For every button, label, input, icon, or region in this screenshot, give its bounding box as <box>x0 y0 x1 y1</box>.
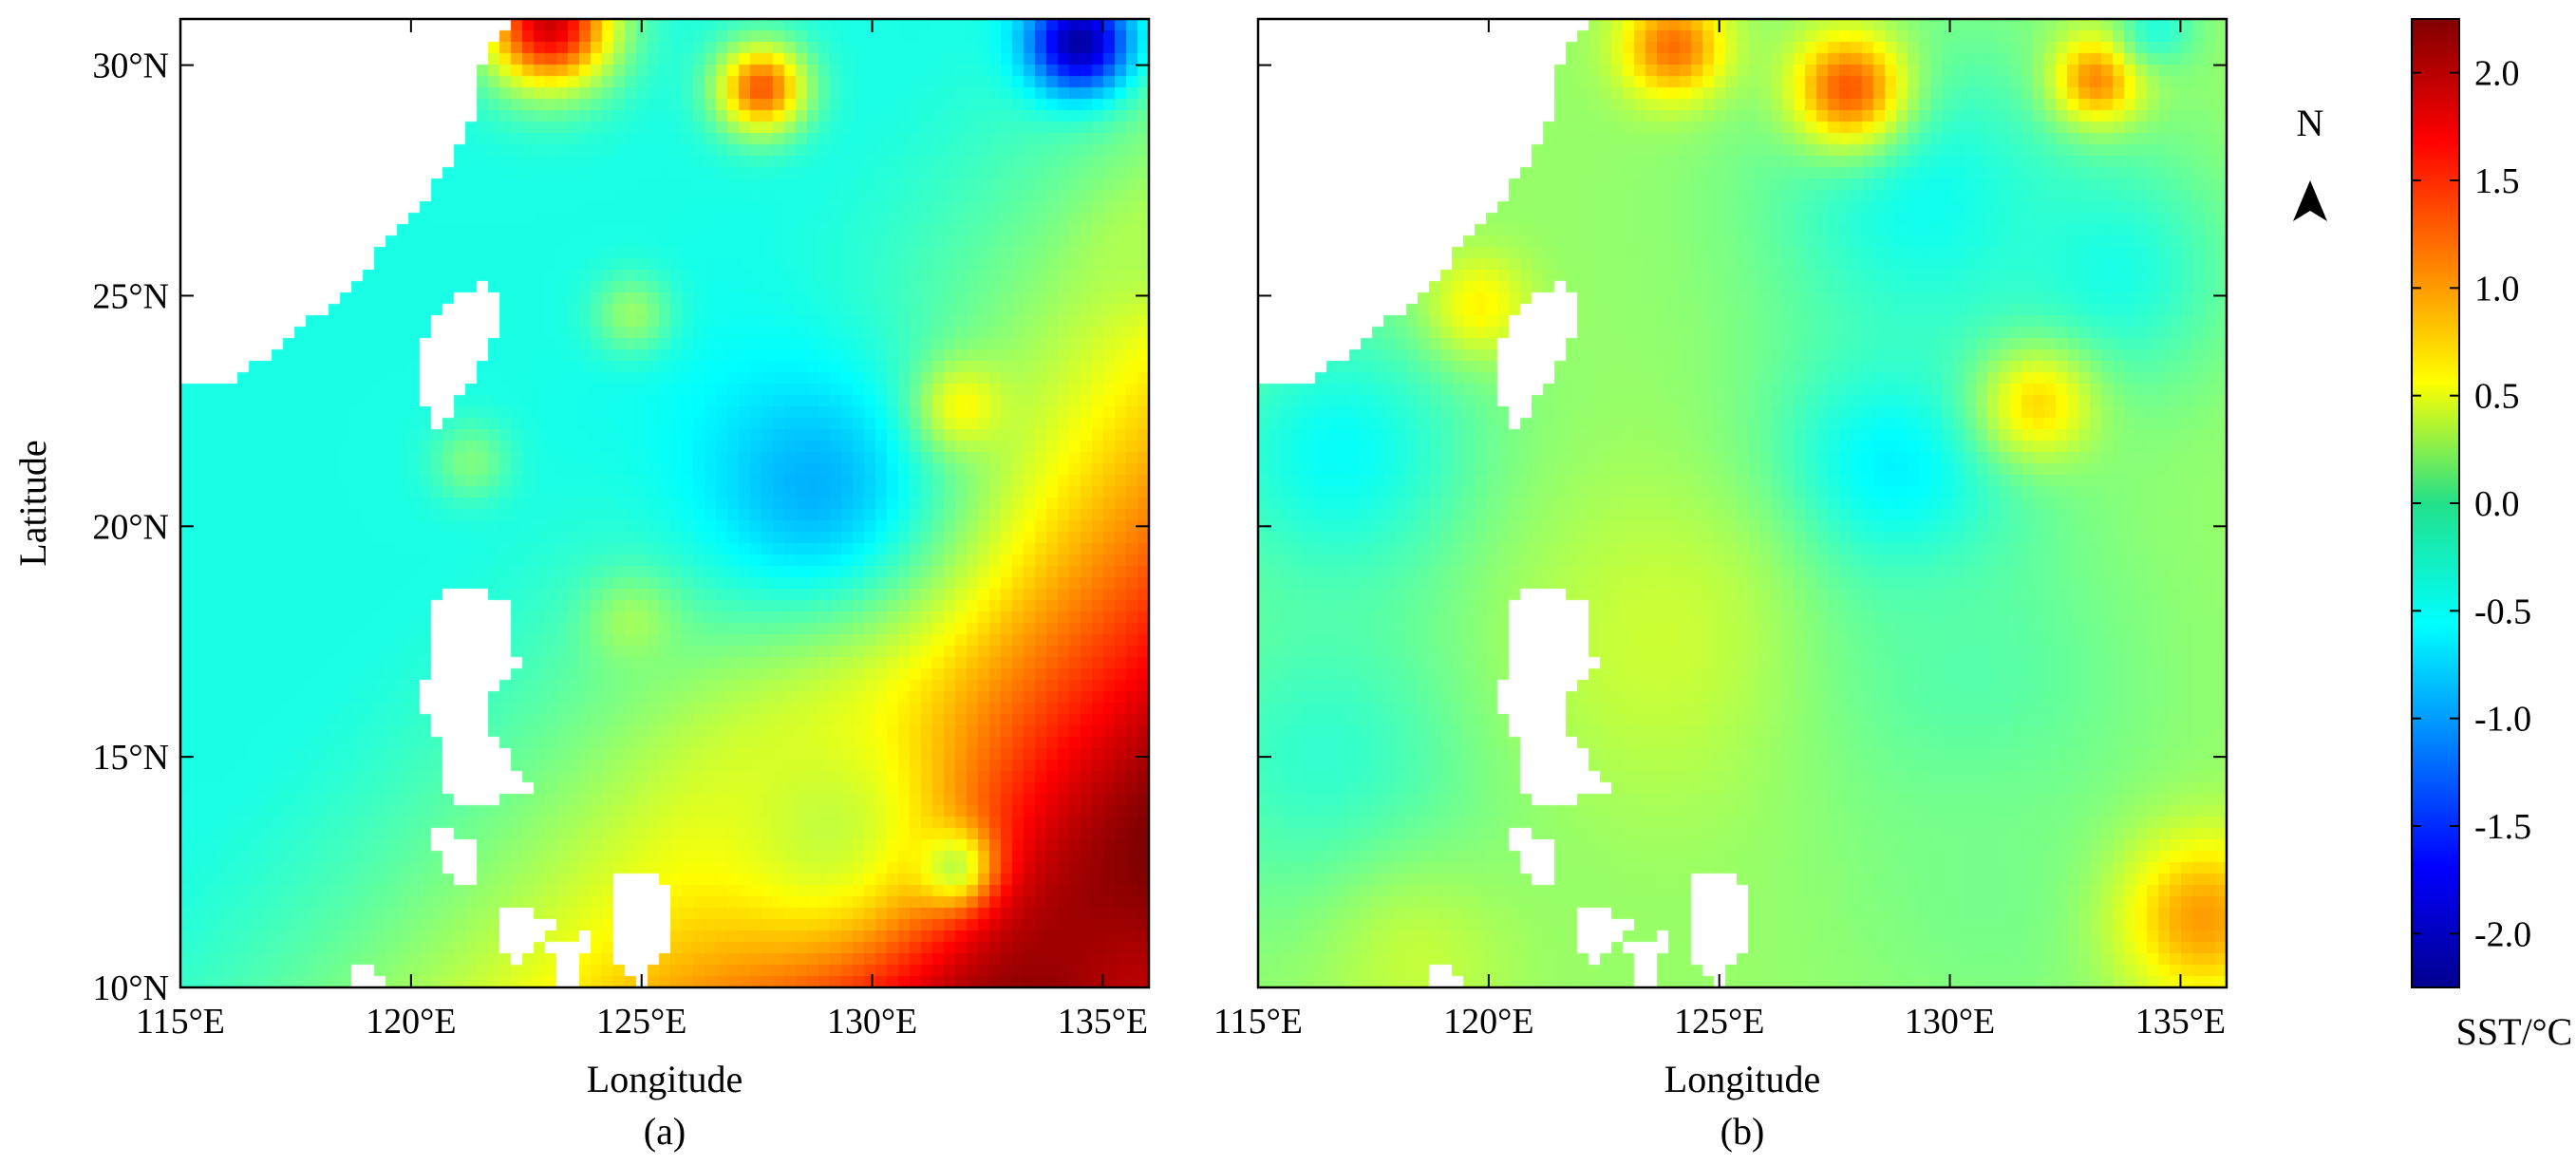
colorbar-tick-label: 2.0 <box>2474 54 2520 94</box>
y-tick-label: 20°N <box>92 507 169 547</box>
x-tick-label: 120°E <box>366 1002 456 1042</box>
colorbar-tick-label: -0.5 <box>2474 592 2531 631</box>
colorbar-tick-label: 1.0 <box>2474 269 2520 309</box>
sst-panel-a: 115°E 120°E 125°E 130°E 135°E 10°N 15°N 20°N 25°… <box>11 17 1151 1153</box>
colorbar-tick-label: -2.0 <box>2474 914 2531 954</box>
plot-frame-b <box>1256 17 2228 989</box>
sst-heatmap-a <box>180 19 1149 987</box>
colorbar-label: SST/°C <box>2456 1010 2573 1053</box>
colorbar-tick-label: -1.0 <box>2474 700 2531 740</box>
x-tick-label: 125°E <box>1674 1002 1764 1042</box>
colorbar-tick-label: 0.5 <box>2474 377 2520 417</box>
y-tick-label: 30°N <box>92 47 169 86</box>
x-tick-label: 130°E <box>1905 1002 1995 1042</box>
colorbar: 2.0 1.5 1.0 0.5 0.0 -0.5 -1.0 -1.5 -2.0 SST/°C <box>2411 18 2573 1053</box>
plot-frame-a <box>179 17 1151 989</box>
y-tick-label: 25°N <box>92 276 169 316</box>
x-axis-label-b: Longitude <box>1664 1058 1820 1100</box>
x-tick-label: 135°E <box>1058 1002 1148 1042</box>
panel-label-b: (b) <box>1720 1110 1765 1153</box>
panel-label-a: (a) <box>644 1110 686 1153</box>
x-tick-label: 115°E <box>1213 1002 1303 1042</box>
colorbar-tick-label: -1.5 <box>2474 807 2531 847</box>
colorbar-tick-label: 1.5 <box>2474 161 2520 201</box>
x-tick-label: 125°E <box>596 1002 686 1042</box>
y-tick-label: 10°N <box>92 968 169 1008</box>
y-tick-label: 15°N <box>92 738 169 778</box>
sst-panel-b: 115°E 120°E 125°E 130°E 135°E Longitude (b) <box>1213 17 2228 1153</box>
x-tick-label: 130°E <box>827 1002 917 1042</box>
x-tick-label: 135°E <box>2135 1002 2226 1042</box>
x-tick-label: 115°E <box>136 1002 225 1042</box>
north-arrow-icon <box>2293 180 2327 221</box>
north-arrow: N <box>2293 102 2327 221</box>
y-axis-label: Latitude <box>11 440 54 566</box>
north-label: N <box>2297 102 2324 144</box>
colorbar-tick-label: 0.0 <box>2474 484 2520 524</box>
x-axis-label-a: Longitude <box>587 1058 743 1100</box>
sst-heatmap-b <box>1258 19 2227 987</box>
x-tick-label: 120°E <box>1443 1002 1533 1042</box>
